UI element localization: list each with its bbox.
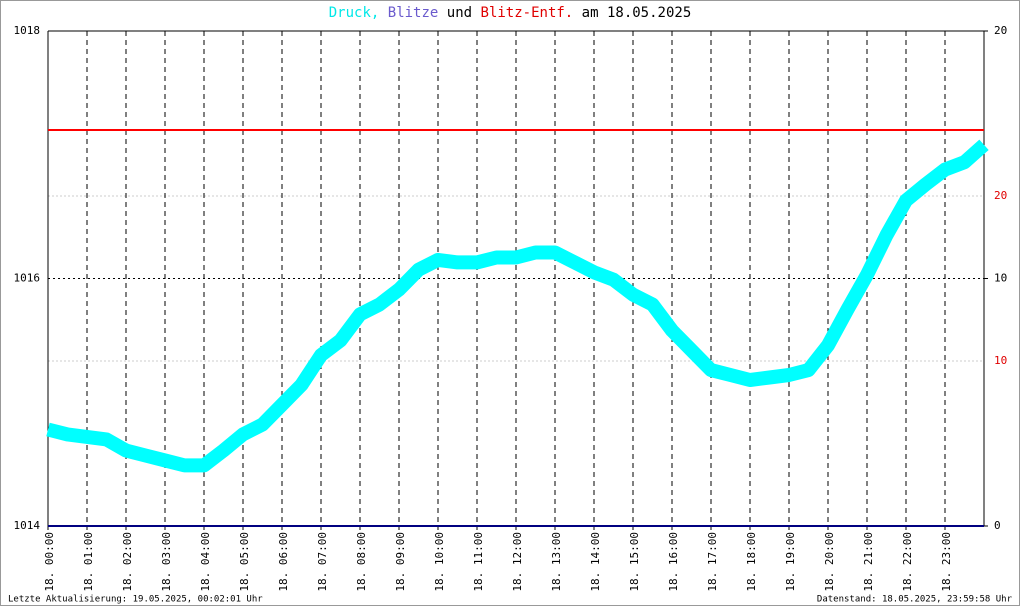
x-tick-label: 18. 10:00 [433,532,446,592]
x-tick-label: 18. 11:00 [472,532,485,592]
footer-right: Datenstand: 18.05.2025, 23:59:58 Uhr [817,595,1013,605]
x-tick-label: 18. 16:00 [667,532,680,592]
title-part: Blitz-Entf. [481,5,574,21]
x-tick-label: 18. 08:00 [355,532,368,592]
chart-title: Druck, Blitze und Blitz-Entf. am 18.05.2… [329,5,692,21]
footer-left: Letzte Aktualisierung: 19.05.2025, 00:02… [8,595,263,605]
x-tick-label: 18. 15:00 [628,532,641,592]
x-tick-label: 18. 17:00 [706,532,719,592]
x-tick-label: 18. 22:00 [901,532,914,592]
title-part: und [447,5,472,21]
x-tick-label: 18. 18:00 [745,532,758,592]
title-part: Blitze [388,5,439,21]
x-tick-label: 18. 01:00 [82,532,95,592]
y2-tick-label: 10 [994,272,1007,285]
y-tick-label: 1014 [14,519,41,532]
x-tick-label: 18. 02:00 [121,532,134,592]
y-tick-label: 1018 [14,24,41,37]
y-tick-label: 1016 [14,272,41,285]
x-tick-label: 18. 21:00 [862,532,875,592]
y3-tick-label: 20 [994,189,1007,202]
x-tick-label: 18. 05:00 [238,532,251,592]
x-tick-label: 18. 03:00 [160,532,173,592]
x-tick-label: 18. 04:00 [199,532,212,592]
x-tick-label: 18. 00:00 [43,532,56,592]
title-part: Druck, [329,5,380,21]
x-tick-label: 18. 07:00 [316,532,329,592]
y2-tick-label: 0 [994,519,1001,532]
x-tick-label: 18. 13:00 [550,532,563,592]
x-tick-label: 18. 19:00 [784,532,797,592]
x-tick-label: 18. 12:00 [511,532,524,592]
x-tick-label: 18. 23:00 [940,532,953,592]
y2-tick-label: 20 [994,24,1007,37]
data-line [46,139,989,473]
y3-tick-label: 10 [994,354,1007,367]
x-tick-label: 18. 20:00 [823,532,836,592]
x-tick-label: 18. 09:00 [394,532,407,592]
x-tick-label: 18. 06:00 [277,532,290,592]
title-part: am 18.05.2025 [582,5,692,21]
x-tick-label: 18. 14:00 [589,532,602,592]
